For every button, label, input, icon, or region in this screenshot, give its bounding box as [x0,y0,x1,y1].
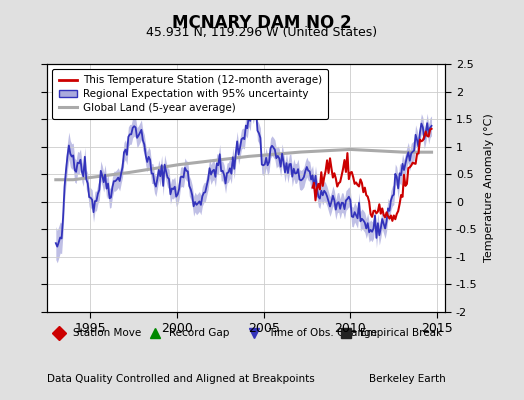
Text: 2010: 2010 [334,322,366,335]
Text: 45.931 N, 119.296 W (United States): 45.931 N, 119.296 W (United States) [146,26,378,39]
Text: 2005: 2005 [248,322,279,335]
Text: Data Quality Controlled and Aligned at Breakpoints: Data Quality Controlled and Aligned at B… [47,374,315,384]
Text: Station Move: Station Move [73,328,141,338]
Text: 2015: 2015 [421,322,453,335]
Text: Berkeley Earth: Berkeley Earth [369,374,445,384]
Text: Record Gap: Record Gap [169,328,229,338]
Y-axis label: Temperature Anomaly (°C): Temperature Anomaly (°C) [484,114,494,262]
Text: MCNARY DAM NO 2: MCNARY DAM NO 2 [172,14,352,32]
Text: Empirical Break: Empirical Break [360,328,442,338]
Text: 2000: 2000 [161,322,193,335]
Text: Time of Obs. Change: Time of Obs. Change [268,328,377,338]
Text: 1995: 1995 [74,322,106,335]
Legend: This Temperature Station (12-month average), Regional Expectation with 95% uncer: This Temperature Station (12-month avera… [52,69,328,119]
